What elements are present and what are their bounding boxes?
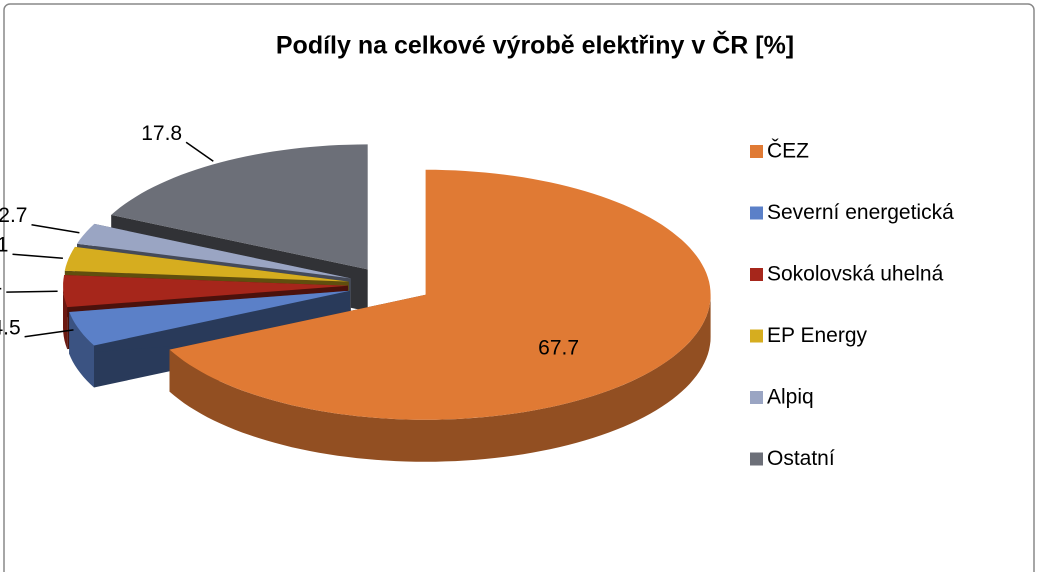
slice-wall (69, 312, 94, 388)
legend-label: Sokolovská uhelná (767, 263, 944, 286)
data-label: 4.5 (0, 316, 21, 339)
leader-line (6, 290, 58, 293)
legend-label: EP Energy (767, 324, 868, 347)
data-label: 3.1 (0, 234, 8, 257)
legend-swatch (750, 145, 763, 158)
data-label: 17.8 (141, 122, 182, 145)
pie-slice (69, 290, 350, 346)
slice-tops (63, 144, 711, 420)
legend-swatch (750, 329, 763, 343)
pie-slice (111, 144, 368, 270)
leader-line (185, 141, 214, 162)
slice-side (69, 290, 350, 354)
chart-title: Podíly na celkové výrobě elektřiny v ČR … (276, 30, 794, 60)
pie-slice (63, 275, 348, 308)
legend-label: Severní energetická (767, 201, 954, 224)
pie-slice (169, 169, 711, 420)
pie-slice (64, 246, 349, 282)
legend-swatch (750, 268, 763, 281)
slice-wall (63, 285, 68, 350)
leader-line (24, 329, 74, 338)
pie-slice (77, 223, 351, 279)
legend-swatch (750, 391, 763, 404)
legend-label: Alpiq (767, 386, 814, 409)
legend-label: Ostatní (767, 447, 835, 470)
data-label: 2.7 (0, 204, 27, 227)
slice-wall (169, 294, 711, 462)
data-label: 4.1 (0, 272, 2, 295)
legend-label: ČEZ (767, 140, 809, 163)
leader-line (12, 253, 63, 260)
legend-swatch (750, 206, 763, 220)
legend-swatch (750, 452, 763, 466)
data-label: 67.7 (538, 337, 579, 360)
leader-line (31, 223, 80, 234)
